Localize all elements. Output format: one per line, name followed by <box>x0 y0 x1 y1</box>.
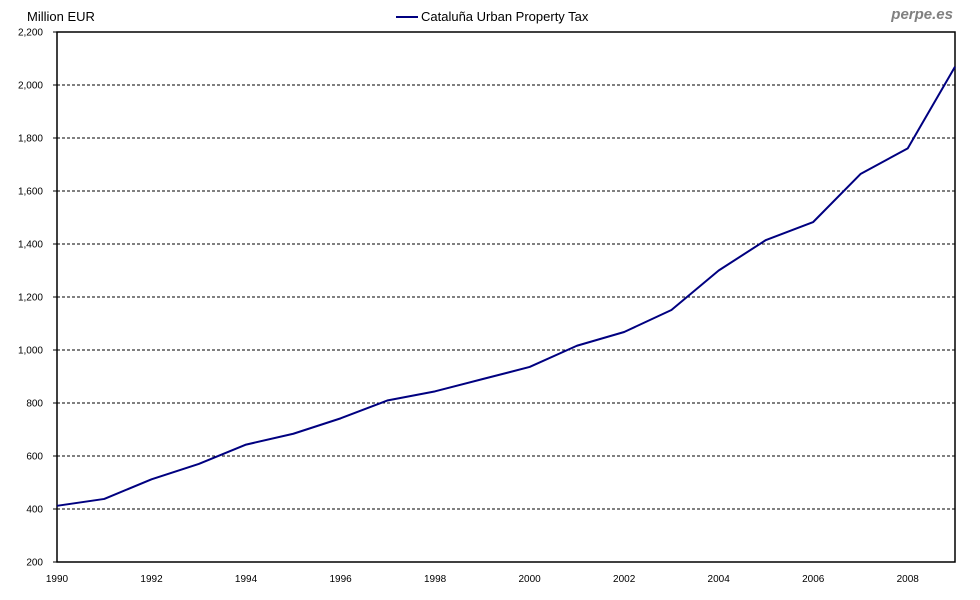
x-tick-label: 2002 <box>613 574 636 585</box>
x-axis-ticks: 1990 1992 1994 1996 1998 2000 2002 2004 2006 2008 <box>46 574 919 585</box>
x-tick-label: 1998 <box>424 574 447 585</box>
y-tick-label: 1,800 <box>18 134 43 145</box>
y-tick-label: 800 <box>26 399 43 410</box>
y-tick-label: 2,200 <box>18 28 43 39</box>
x-tick-label: 1990 <box>46 574 69 585</box>
gridlines <box>57 84 955 510</box>
series-line <box>56 66 956 507</box>
x-tick-label: 2006 <box>802 574 825 585</box>
x-tick-label: 1992 <box>140 574 163 585</box>
x-tick-label: 2004 <box>708 574 731 585</box>
y-tick-label: 200 <box>26 558 43 569</box>
series-layer <box>56 66 956 507</box>
y-tick-label: 2,000 <box>18 81 43 92</box>
y-axis-unit-label: Million EUR <box>27 9 95 24</box>
y-tick-label: 1,200 <box>18 293 43 304</box>
y-axis-ticks: 200 400 600 800 1,000 1,200 1,400 1,600 1,800 2,0… <box>18 28 57 569</box>
y-tick-label: 1,600 <box>18 187 43 198</box>
legend: Cataluña Urban Property Tax <box>396 9 588 24</box>
y-tick-label: 1,400 <box>18 240 43 251</box>
x-tick-label: 2008 <box>897 574 920 585</box>
legend-swatch <box>396 15 418 18</box>
x-tick-label: 1994 <box>235 574 258 585</box>
y-tick-label: 400 <box>26 505 43 516</box>
legend-label: Cataluña Urban Property Tax <box>421 9 589 24</box>
plot-area-frame <box>56 31 956 563</box>
x-tick-label: 2000 <box>519 574 542 585</box>
y-tick-label: 1,000 <box>18 346 43 357</box>
y-tick-label: 600 <box>26 452 43 463</box>
x-tick-label: 1996 <box>329 574 352 585</box>
watermark-logo: perpe.es <box>891 6 953 23</box>
